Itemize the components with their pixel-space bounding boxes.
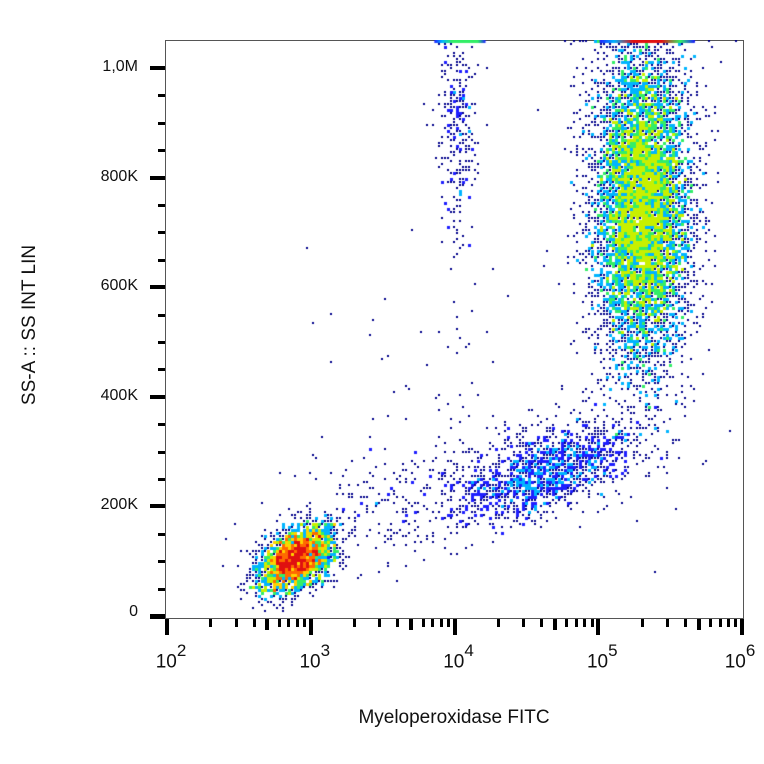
x-minor-tick: [378, 619, 382, 627]
y-minor-tick: [158, 121, 165, 125]
y-minor-tick: [158, 204, 165, 207]
y-minor-tick: [158, 258, 165, 262]
x-minor-tick: [396, 619, 400, 627]
x-minor-tick: [439, 619, 443, 627]
x-minor-tick: [640, 619, 644, 627]
y-minor-tick: [158, 341, 165, 344]
x-tick-exponent: 6: [745, 641, 756, 660]
y-minor-tick: [158, 368, 165, 372]
y-axis-title: SS-A :: SS INT LIN: [19, 244, 40, 406]
y-major-tick: [150, 394, 165, 399]
x-minor-tick: [287, 619, 291, 627]
x-tick-label: 106: [724, 641, 756, 673]
x-tick-exponent: 4: [464, 641, 474, 660]
x-major-tick: [452, 619, 457, 635]
x-minor-tick: [734, 619, 738, 627]
x-tick-exponent: 2: [176, 641, 187, 660]
x-minor-tick: [718, 619, 722, 627]
x-minor-tick: [683, 619, 687, 627]
x-major-tick: [308, 619, 313, 635]
x-minor-tick: [421, 619, 425, 627]
x-tick-base: 10: [586, 651, 609, 673]
y-tick-label: 400K: [100, 386, 138, 404]
x-mid-tick: [409, 619, 414, 630]
x-minor-tick: [295, 619, 299, 627]
x-tick-label: 102: [155, 641, 187, 673]
x-minor-tick: [277, 619, 281, 627]
x-tick-label: 103: [299, 641, 330, 673]
x-tick-base: 10: [155, 651, 177, 673]
y-minor-tick: [158, 231, 165, 235]
x-tick-exponent: 3: [320, 641, 331, 660]
x-minor-tick: [727, 619, 731, 627]
x-minor-tick: [431, 619, 435, 627]
x-minor-tick: [590, 619, 594, 627]
x-minor-tick: [540, 619, 544, 627]
y-tick-label: 1,0M: [102, 58, 138, 75]
density-scatter: [165, 40, 744, 619]
y-minor-tick: [158, 532, 165, 536]
x-major-tick: [596, 619, 601, 635]
x-major-tick: [165, 619, 169, 635]
x-major-tick: [740, 619, 744, 635]
y-major-tick: [150, 504, 165, 509]
x-mid-tick: [552, 619, 557, 630]
y-tick-label: 800K: [100, 167, 138, 185]
y-major-tick: [150, 285, 165, 290]
y-tick-label: 600K: [100, 277, 138, 295]
x-minor-tick: [709, 619, 713, 627]
x-mid-tick: [696, 619, 701, 630]
x-minor-tick: [209, 619, 213, 627]
y-minor-tick: [158, 149, 165, 153]
x-tick-exponent: 5: [608, 641, 618, 660]
x-tick-base: 10: [443, 651, 465, 673]
x-minor-tick: [665, 619, 669, 627]
x-minor-tick: [565, 619, 569, 627]
y-minor-tick: [158, 423, 165, 427]
y-minor-tick: [158, 313, 165, 317]
x-minor-tick: [496, 619, 500, 627]
x-minor-tick: [303, 619, 307, 627]
x-mid-tick: [265, 619, 270, 630]
y-major-tick: [150, 175, 165, 180]
y-minor-tick: [158, 94, 165, 98]
x-axis-title: Myeloperoxidase FITC: [358, 707, 550, 728]
x-minor-tick: [574, 619, 578, 627]
x-tick-base: 10: [724, 651, 746, 673]
y-tick-label: 200K: [100, 496, 138, 514]
x-tick-label: 105: [586, 641, 618, 673]
y-tick-label: 0: [129, 603, 138, 620]
x-minor-tick: [252, 619, 256, 627]
y-major-tick: [150, 66, 165, 70]
y-zero-tick: [150, 615, 165, 619]
x-minor-tick: [522, 619, 526, 627]
x-minor-tick: [583, 619, 587, 627]
x-minor-tick: [234, 619, 238, 627]
y-minor-tick: [158, 587, 165, 591]
y-minor-tick: [158, 450, 165, 454]
x-minor-tick: [353, 619, 357, 627]
x-tick-base: 10: [299, 651, 321, 673]
y-minor-tick: [158, 560, 165, 564]
x-minor-tick: [446, 619, 450, 627]
y-minor-tick: [158, 478, 165, 481]
x-tick-label: 104: [443, 641, 474, 673]
